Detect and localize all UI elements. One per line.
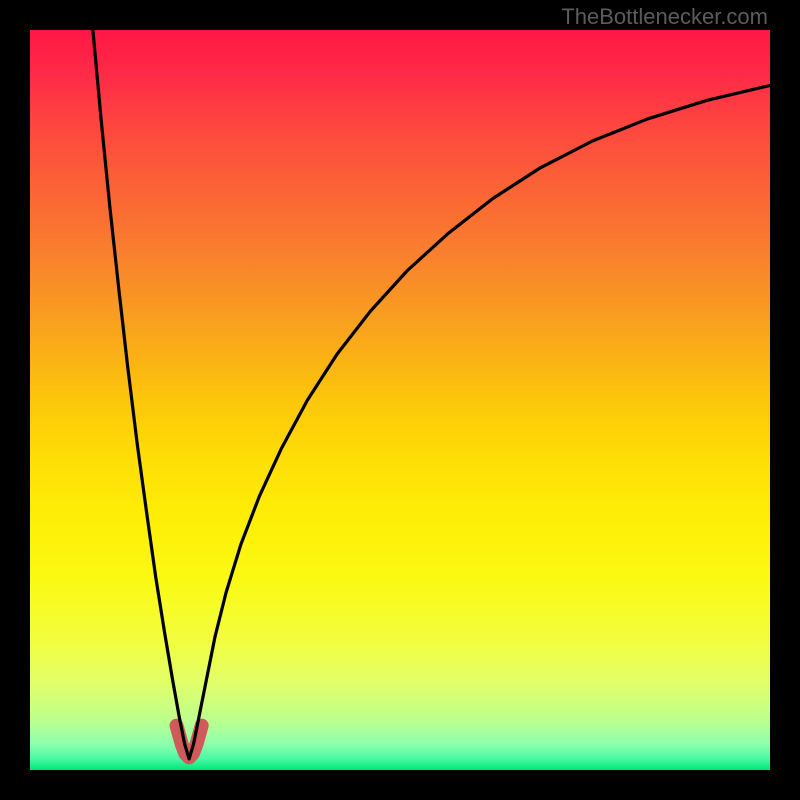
plot-area: [30, 30, 770, 770]
bottleneck-curve: [30, 30, 770, 770]
chart-frame: TheBottlenecker.com: [0, 0, 800, 800]
watermark-text: TheBottlenecker.com: [561, 4, 768, 30]
